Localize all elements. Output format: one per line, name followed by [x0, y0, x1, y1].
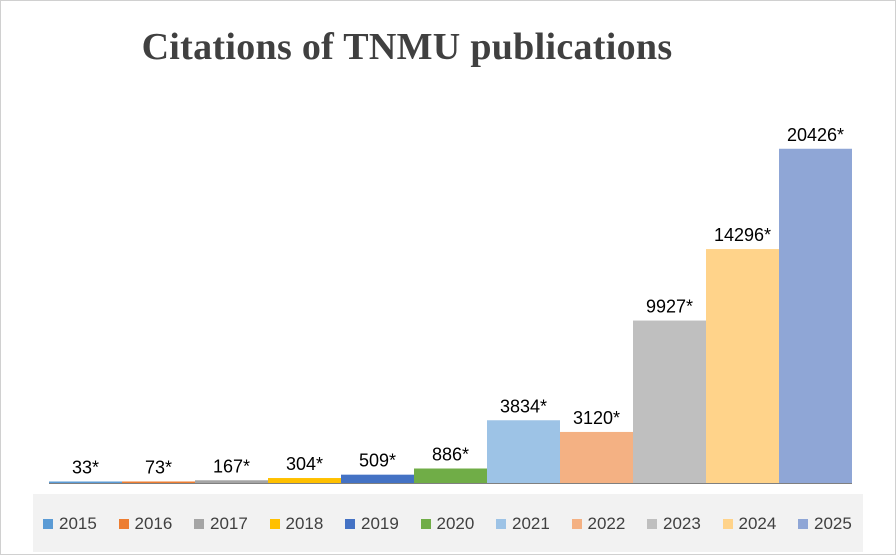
legend-item-2021: 2021	[496, 514, 572, 534]
bar-2016	[122, 481, 195, 483]
legend-swatch-2015	[43, 519, 53, 529]
bar-2020	[414, 468, 487, 483]
data-label-2015: 33*	[72, 458, 99, 478]
legend-label-2025: 2025	[814, 514, 852, 533]
legend-swatch-2016	[118, 519, 129, 529]
bar-2022	[560, 431, 633, 483]
legend-label-2023: 2023	[663, 514, 701, 533]
bar-2017	[195, 480, 268, 483]
legend-swatch-2017	[194, 519, 204, 529]
bar-2021	[487, 420, 560, 483]
legend-item-2019: 2019	[345, 514, 421, 534]
legend-item-2023: 2023	[647, 514, 723, 534]
legend-label-2021: 2021	[512, 514, 550, 533]
bar-2025	[779, 148, 852, 484]
bar-2024	[706, 249, 779, 483]
legend-item-2022: 2022	[571, 514, 648, 534]
data-label-2017: 167*	[213, 456, 250, 476]
legend-label-2019: 2019	[361, 514, 399, 533]
legend-item-2025: 2025	[798, 514, 874, 534]
legend-item-2016: 2016	[118, 514, 195, 534]
data-label-2025: 20426*	[787, 125, 844, 145]
data-label-2019: 509*	[359, 451, 396, 471]
legend-swatch-2025	[798, 519, 808, 529]
legend-swatch-2019	[345, 519, 355, 529]
legend-swatch-2021	[496, 519, 506, 529]
legend-label-2017: 2017	[210, 514, 248, 533]
data-label-2023: 9927*	[646, 297, 693, 317]
chart-title: Citations of TNMU publications	[141, 26, 673, 68]
legend-swatch-2023	[647, 519, 657, 529]
legend-swatch-2024	[722, 519, 733, 529]
data-label-2021: 3834*	[500, 396, 547, 416]
legend-swatch-2018	[269, 519, 280, 529]
legend-label-2016: 2016	[134, 514, 173, 533]
legend-item-2020: 2020	[420, 514, 497, 534]
legend-label-2022: 2022	[587, 514, 626, 533]
data-label-2024: 14296*	[714, 225, 771, 245]
bar-2015	[49, 481, 122, 483]
bar-2023	[633, 320, 706, 483]
legend-swatch-2020	[420, 519, 431, 529]
legend-item-2018: 2018	[269, 514, 346, 534]
data-label-2022: 3120*	[573, 408, 620, 428]
legend-item-2017: 2017	[194, 514, 270, 534]
bar-2018	[268, 478, 341, 483]
legend-swatch-2022	[571, 519, 582, 529]
legend-item-2024: 2024	[722, 514, 799, 534]
legend-label-2020: 2020	[436, 514, 475, 533]
data-label-2020: 886*	[432, 445, 469, 465]
legend-label-2024: 2024	[738, 514, 777, 533]
chart-legend: 2015 2016 2017 2018 2019 2020 2021 2022 2023 2024…	[33, 494, 863, 552]
legend-label-2018: 2018	[285, 514, 324, 533]
data-label-2016: 73*	[145, 458, 172, 478]
legend-item-2015: 2015	[43, 514, 119, 534]
data-label-2018: 304*	[286, 454, 323, 474]
bar-2019	[341, 474, 414, 483]
legend-items: 2015 2016 2017 2018 2019 2020 2021 2022 2023 2024…	[43, 514, 874, 534]
legend-label-2015: 2015	[59, 514, 97, 533]
